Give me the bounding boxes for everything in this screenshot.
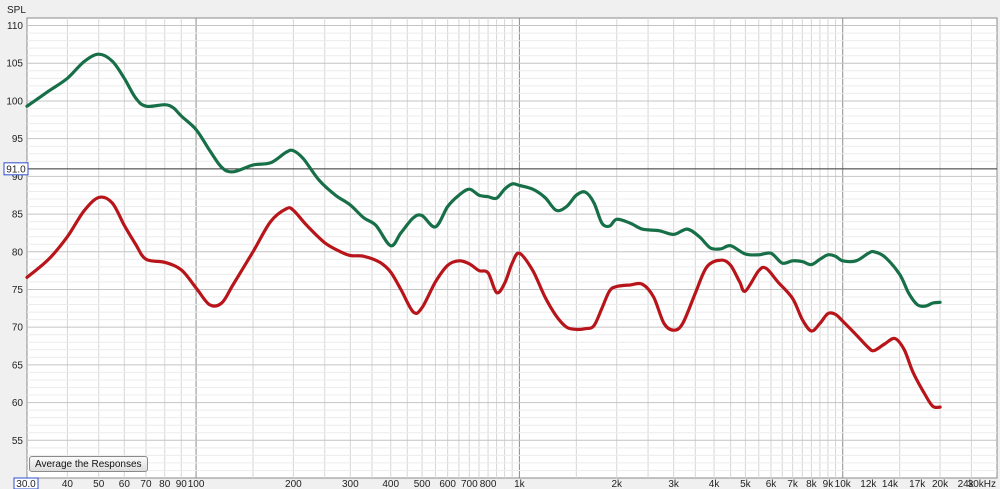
y-axis-label: SPL: [7, 5, 26, 16]
x-tick-label: 8k: [806, 479, 818, 489]
y-tick-label: 75: [12, 285, 24, 296]
x-tick-label: 800: [480, 479, 497, 489]
x-start-label: 30.0: [16, 479, 36, 489]
cursor-readout-label: 91.0: [6, 164, 26, 175]
y-tick-label: 85: [12, 210, 24, 221]
x-tick-label: 9k: [823, 479, 835, 489]
y-tick-label: 80: [12, 247, 24, 258]
response-curves: [25, 52, 942, 410]
y-tick-label: 90: [12, 172, 24, 183]
response-curve-green: [25, 52, 942, 308]
x-tick-label: 14k: [882, 479, 899, 489]
x-tick-label: 17k: [909, 479, 926, 489]
response-curve-red: [25, 195, 942, 410]
x-tick-label: 5k: [740, 479, 752, 489]
y-tick-label: 95: [12, 134, 24, 145]
x-tick-label: 100: [188, 479, 205, 489]
y-tick-label: 100: [6, 96, 23, 107]
y-tick-label: 65: [12, 360, 24, 371]
y-axis-ticks: 55 60 65 70 75 80 85 90 95 100 105 110: [6, 21, 23, 447]
x-tick-label: 1k: [514, 479, 526, 489]
x-tick-label: 500: [414, 479, 431, 489]
x-tick-label: 7k: [787, 479, 799, 489]
x-tick-label: 300: [342, 479, 359, 489]
x-axis-ticks: 40 50 60 70 80 90 100 200 300 400 500 600 700 800 1k 2k…: [62, 479, 996, 489]
x-tick-label: 4k: [709, 479, 721, 489]
x-tick-label: 70: [140, 479, 152, 489]
cursor-line[interactable]: 91.0: [3, 162, 997, 176]
x-tick-label: 12k: [860, 479, 877, 489]
x-tick-label: 24k: [958, 479, 975, 489]
x-tick-label: 20k: [932, 479, 949, 489]
x-tick-label: 700: [461, 479, 478, 489]
grid-lines: [27, 18, 997, 478]
cursor-readout-box: [3, 162, 29, 176]
x-tick-label: 200: [285, 479, 302, 489]
y-tick-label: 60: [12, 398, 24, 409]
x-tick-label: 600: [439, 479, 456, 489]
x-tick-label: 400: [382, 479, 399, 489]
x-tick-label: 90: [176, 479, 188, 489]
x-tick-label: 80: [159, 479, 171, 489]
y-tick-label: 105: [6, 59, 23, 70]
y-tick-label: 70: [12, 323, 24, 334]
y-tick-label: 110: [7, 21, 23, 32]
x-tick-label: 10k: [835, 479, 852, 489]
x-tick-label: 3k: [668, 479, 680, 489]
x-tick-label: 40: [62, 479, 74, 489]
y-tick-label: 55: [12, 436, 24, 447]
x-tick-label: 50: [93, 479, 105, 489]
x-tick-label: 2k: [611, 479, 623, 489]
x-tick-label: 60: [119, 479, 131, 489]
x-start-box: [13, 477, 39, 489]
average-responses-button[interactable]: Average the Responses: [29, 456, 148, 472]
x-start-readout: 30.0: [13, 477, 39, 489]
x-tick-label: 30kHz: [968, 479, 996, 489]
x-tick-label: 6k: [766, 479, 778, 489]
